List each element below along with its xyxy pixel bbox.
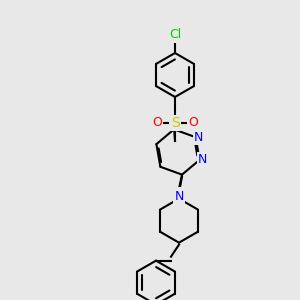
Text: N: N (194, 131, 203, 144)
Text: S: S (171, 116, 179, 130)
Text: N: N (174, 190, 184, 203)
Text: O: O (188, 116, 198, 130)
Text: N: N (198, 153, 207, 167)
Text: Cl: Cl (169, 28, 181, 41)
Text: O: O (152, 116, 162, 130)
Text: N: N (174, 188, 184, 201)
